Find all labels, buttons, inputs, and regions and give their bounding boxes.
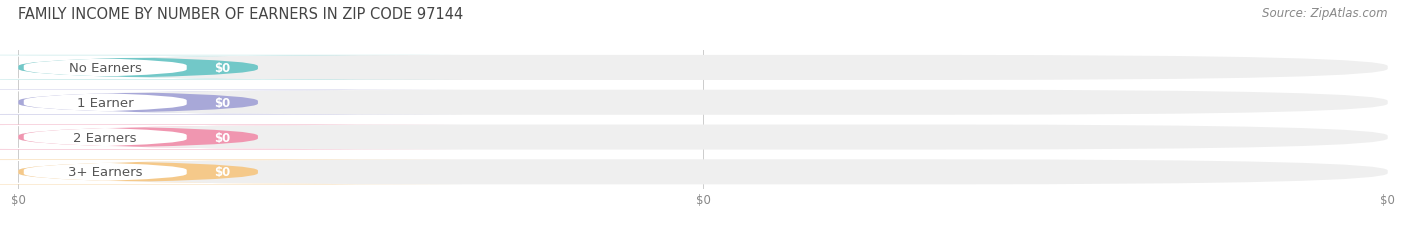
FancyBboxPatch shape (0, 125, 433, 150)
Text: FAMILY INCOME BY NUMBER OF EARNERS IN ZIP CODE 97144: FAMILY INCOME BY NUMBER OF EARNERS IN ZI… (18, 7, 464, 22)
FancyBboxPatch shape (0, 56, 463, 81)
Text: 2 Earners: 2 Earners (73, 131, 136, 144)
FancyBboxPatch shape (18, 160, 1388, 185)
Text: $0: $0 (214, 131, 231, 144)
Text: 1 Earner: 1 Earner (77, 96, 134, 109)
FancyBboxPatch shape (18, 125, 1388, 150)
Text: $0: $0 (214, 166, 231, 179)
Text: No Earners: No Earners (69, 62, 142, 75)
Text: $0: $0 (214, 96, 231, 109)
Text: $0: $0 (214, 62, 231, 75)
FancyBboxPatch shape (0, 160, 433, 184)
FancyBboxPatch shape (18, 90, 1388, 115)
FancyBboxPatch shape (18, 56, 1388, 81)
Text: 3+ Earners: 3+ Earners (67, 166, 142, 179)
FancyBboxPatch shape (0, 160, 463, 185)
FancyBboxPatch shape (0, 125, 463, 150)
FancyBboxPatch shape (0, 90, 463, 115)
FancyBboxPatch shape (0, 91, 433, 115)
Text: Source: ZipAtlas.com: Source: ZipAtlas.com (1263, 7, 1388, 20)
FancyBboxPatch shape (0, 56, 433, 80)
